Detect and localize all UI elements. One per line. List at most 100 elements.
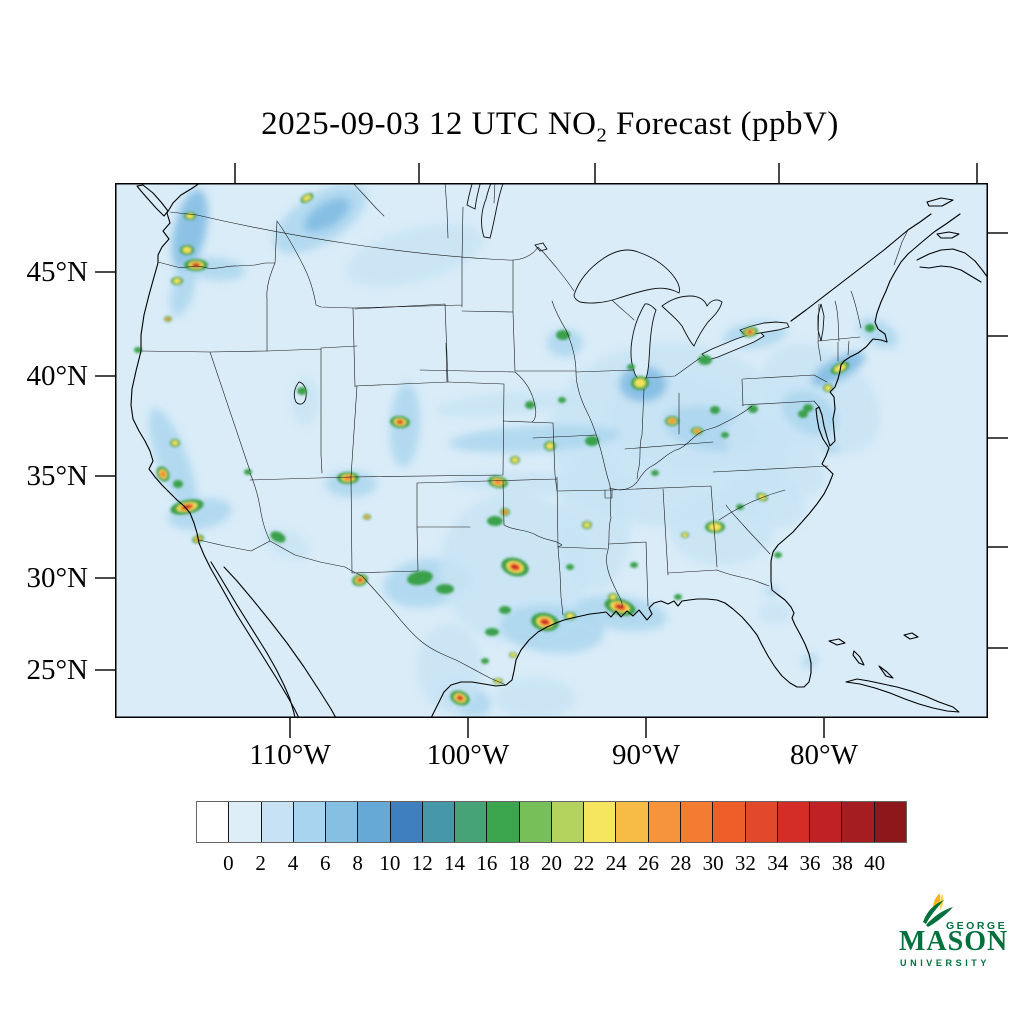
lat-axis-label: 40°N bbox=[26, 360, 88, 392]
gmu-leaf-icon bbox=[923, 894, 953, 927]
no2-hotspot bbox=[698, 355, 712, 365]
no2-hotspot bbox=[747, 330, 753, 334]
top-tick bbox=[778, 163, 780, 183]
top-tick bbox=[594, 163, 596, 183]
no2-plume bbox=[435, 391, 579, 417]
no2-hotspot bbox=[510, 653, 516, 657]
no2-hotspot bbox=[182, 246, 192, 254]
colorbar-value: 6 bbox=[320, 851, 331, 875]
lat-tick bbox=[95, 577, 115, 579]
page-title: 2025-09-03 12 UTC NO2 Forecast (ppbV) bbox=[261, 106, 839, 147]
no2-hotspot bbox=[171, 440, 179, 446]
lon-tick bbox=[289, 718, 291, 738]
colorbar-value: 22 bbox=[573, 851, 595, 875]
no2-hotspot bbox=[397, 420, 403, 424]
no2-hotspot bbox=[865, 324, 875, 332]
lat-tick bbox=[95, 475, 115, 477]
no2-hotspot bbox=[627, 364, 635, 370]
colorbar-value: 38 bbox=[831, 851, 853, 875]
no2-hotspot bbox=[694, 429, 700, 433]
no2-hotspot bbox=[525, 401, 535, 409]
no2-hotspot bbox=[546, 442, 554, 450]
no2-hotspot bbox=[634, 378, 646, 388]
no2-hotspot bbox=[503, 510, 507, 514]
no2-hotspot bbox=[798, 410, 808, 418]
colorbar-cell bbox=[810, 802, 843, 842]
lon-tick bbox=[467, 718, 469, 738]
colorbar-cell bbox=[842, 802, 875, 842]
no2-hotspot bbox=[556, 330, 570, 340]
no2-hotspot bbox=[609, 594, 617, 600]
no2-hotspot bbox=[270, 531, 286, 543]
lat-axis-label: 45°N bbox=[26, 256, 88, 288]
no2-plume bbox=[449, 425, 621, 453]
colorbar-value: 34 bbox=[767, 851, 789, 875]
colorbar-cell bbox=[648, 802, 681, 842]
no2-plume bbox=[418, 624, 482, 712]
colorbar-cell bbox=[229, 802, 262, 842]
no2-hotspot bbox=[194, 264, 198, 266]
colorbar-value: 40 bbox=[864, 851, 886, 875]
colorbar-cell bbox=[745, 802, 778, 842]
no2-hotspot bbox=[173, 480, 183, 488]
no2-plume bbox=[759, 603, 791, 623]
no2-hotspot bbox=[721, 432, 729, 438]
lon-axis-label: 100°W bbox=[426, 739, 510, 771]
colorbar-cell bbox=[777, 802, 811, 842]
lon-axis-label: 80°W bbox=[790, 739, 858, 771]
colorbar-cell bbox=[326, 802, 359, 842]
no2-hotspot bbox=[682, 533, 688, 537]
right-tick bbox=[988, 546, 1008, 548]
lon-tick bbox=[823, 718, 825, 738]
colorbar bbox=[196, 801, 907, 843]
no2-hotspot bbox=[173, 278, 181, 284]
colorbar-value: 26 bbox=[637, 851, 659, 875]
no2-plume bbox=[725, 413, 825, 497]
map-frame bbox=[115, 183, 988, 718]
no2-hotspot bbox=[651, 470, 659, 476]
gmu-logo-mason: MASON bbox=[899, 926, 1009, 957]
no2-hotspot bbox=[803, 404, 813, 412]
colorbar-cell bbox=[616, 802, 649, 842]
lon-axis-label: 110°W bbox=[249, 739, 331, 771]
colorbar-cell bbox=[680, 802, 714, 842]
no2-hotspot bbox=[166, 318, 170, 320]
no2-plume bbox=[347, 224, 483, 286]
gmu-logo-george: GEORGE bbox=[946, 920, 1008, 932]
lat-axis-label: 25°N bbox=[26, 654, 88, 686]
no2-hotspot bbox=[558, 397, 566, 403]
coastline-layer bbox=[130, 183, 988, 718]
colorbar-cell bbox=[293, 802, 327, 842]
no2-hotspot bbox=[297, 387, 307, 395]
top-tick bbox=[418, 163, 420, 183]
state-border-layer bbox=[141, 183, 909, 686]
no2-hotspot bbox=[182, 504, 192, 510]
colorbar-cell bbox=[390, 802, 423, 842]
lat-axis-label: 35°N bbox=[26, 460, 88, 492]
top-tick bbox=[976, 163, 978, 183]
no2-plume bbox=[149, 408, 197, 514]
right-tick bbox=[988, 335, 1008, 337]
colorbar-value: 32 bbox=[734, 851, 756, 875]
no2-hotspot bbox=[748, 405, 758, 413]
lat-axis-label: 30°N bbox=[26, 562, 88, 594]
no2-hotspot bbox=[134, 347, 142, 353]
lon-axis-label: 90°W bbox=[612, 739, 680, 771]
no2-hotspot bbox=[357, 578, 363, 582]
no2-hotspot bbox=[511, 564, 519, 570]
no2-hotspot bbox=[436, 584, 454, 594]
gmu-logo-university: UNIVERSITY bbox=[900, 958, 991, 968]
lon-tick bbox=[645, 718, 647, 738]
colorbar-cell bbox=[487, 802, 520, 842]
no2-hotspot bbox=[541, 619, 549, 625]
colorbar-cell bbox=[197, 802, 230, 842]
no2-hotspot bbox=[674, 594, 682, 600]
no2-hotspot bbox=[365, 515, 369, 519]
colorbar-value: 12 bbox=[411, 851, 433, 875]
colorbar-cell bbox=[358, 802, 391, 842]
no2-hotspot bbox=[774, 552, 782, 558]
colorbar-cell bbox=[584, 802, 617, 842]
right-tick bbox=[988, 437, 1008, 439]
colorbar-cell bbox=[713, 802, 746, 842]
top-tick bbox=[234, 163, 236, 183]
